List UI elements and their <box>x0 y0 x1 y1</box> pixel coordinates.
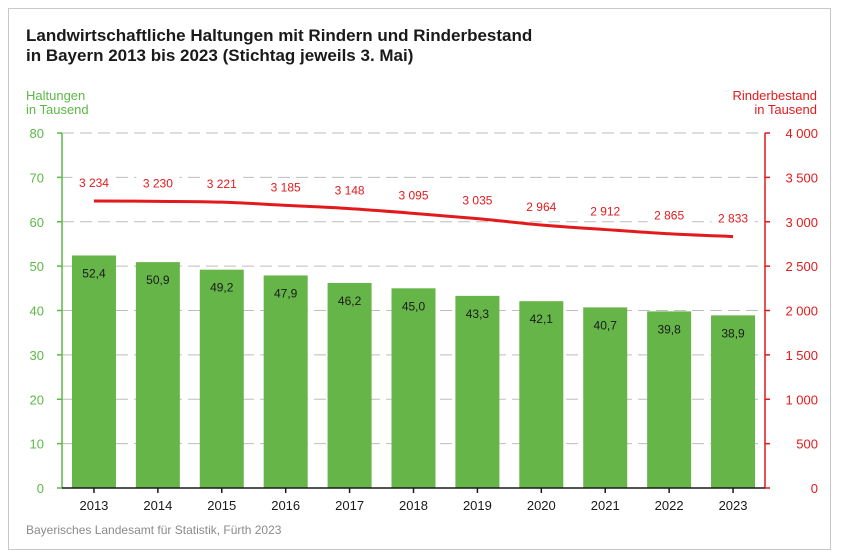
bar <box>519 301 564 488</box>
x-tick-label: 2013 <box>79 498 108 513</box>
left-tick-label: 60 <box>30 215 44 230</box>
line-value-label: 3 095 <box>398 188 428 202</box>
right-tick-label: 1 500 <box>785 348 818 363</box>
bar <box>391 288 436 488</box>
x-tick-label: 2015 <box>207 498 236 513</box>
x-tick-label: 2018 <box>399 498 428 513</box>
right-tick-label: 1 000 <box>785 392 818 407</box>
bar-value-label: 46,2 <box>338 294 362 308</box>
right-tick-label: 2 500 <box>785 259 818 274</box>
bar <box>199 269 244 488</box>
line-label-bg <box>455 192 499 209</box>
right-tick-label: 3 000 <box>785 215 818 230</box>
x-tick-label: 2023 <box>719 498 748 513</box>
line-value-label: 3 035 <box>462 194 492 208</box>
right-axis-title: Rinderbestand in Tausend <box>732 88 817 117</box>
line-label-bg <box>72 174 116 191</box>
x-tick-label: 2020 <box>527 498 556 513</box>
x-tick-label: 2021 <box>591 498 620 513</box>
bar-value-label: 49,2 <box>210 281 234 295</box>
line-label-bg <box>583 203 627 220</box>
x-tick-label: 2014 <box>143 498 172 513</box>
left-tick-label: 80 <box>30 126 44 141</box>
bar <box>647 311 692 488</box>
bar <box>135 262 180 488</box>
bar-value-label: 40,7 <box>594 318 618 332</box>
bar <box>583 307 628 488</box>
line-value-label: 2 833 <box>718 212 748 226</box>
right-tick-label: 500 <box>796 437 818 452</box>
left-axis-title: Haltungen in Tausend <box>26 88 89 117</box>
x-tick-label: 2019 <box>463 498 492 513</box>
bar-value-label: 52,4 <box>82 266 106 280</box>
line-value-label: 3 234 <box>79 176 109 190</box>
right-tick-label: 2 000 <box>785 304 818 319</box>
line-value-label: 3 185 <box>271 180 301 194</box>
bar-value-label: 38,9 <box>721 326 745 340</box>
source-note: Bayerisches Landesamt für Statistik, Für… <box>26 523 282 537</box>
x-tick-label: 2017 <box>335 498 364 513</box>
left-tick-label: 0 <box>37 481 44 496</box>
line-label-bg <box>392 187 435 204</box>
line-label-bg <box>264 179 308 196</box>
chart-frame <box>8 8 831 550</box>
line-value-label: 3 148 <box>335 184 365 198</box>
bar-value-label: 42,1 <box>530 312 554 326</box>
bar <box>71 255 116 488</box>
bar <box>263 275 308 488</box>
right-tick-label: 0 <box>811 481 818 496</box>
line-label-bg <box>136 175 180 192</box>
left-tick-label: 30 <box>30 348 44 363</box>
line-series-rinderbestand <box>93 199 734 239</box>
left-tick-label: 20 <box>30 392 44 407</box>
left-tick-label: 70 <box>30 170 44 185</box>
line-value-label: 3 221 <box>207 177 237 191</box>
line-label-bg <box>647 207 691 224</box>
chart-title: Landwirtschaftliche Haltungen mit Rinder… <box>26 26 533 65</box>
right-tick-label: 3 500 <box>785 170 818 185</box>
line-label-bg <box>328 182 372 199</box>
bar <box>455 295 500 488</box>
line-value-label: 2 964 <box>526 200 556 214</box>
line-value-label: 2 912 <box>590 205 620 219</box>
bar-value-label: 39,8 <box>657 322 681 336</box>
left-tick-label: 40 <box>30 304 44 319</box>
left-tick-label: 50 <box>30 259 44 274</box>
bar <box>327 282 372 488</box>
line-value-label: 3 230 <box>143 176 173 190</box>
bar-value-label: 47,9 <box>274 286 298 300</box>
x-tick-label: 2016 <box>271 498 300 513</box>
left-tick-label: 10 <box>30 437 44 452</box>
bar-value-label: 50,9 <box>146 273 170 287</box>
line-label-bg <box>711 210 755 227</box>
bar <box>711 315 756 488</box>
line-label-bg <box>200 176 244 193</box>
bar-value-label: 43,3 <box>466 307 490 321</box>
right-tick-label: 4 000 <box>785 126 818 141</box>
bar-value-label: 45,0 <box>402 299 426 313</box>
x-tick-label: 2022 <box>655 498 684 513</box>
line-label-bg <box>519 198 563 215</box>
line-value-label: 2 865 <box>654 209 684 223</box>
